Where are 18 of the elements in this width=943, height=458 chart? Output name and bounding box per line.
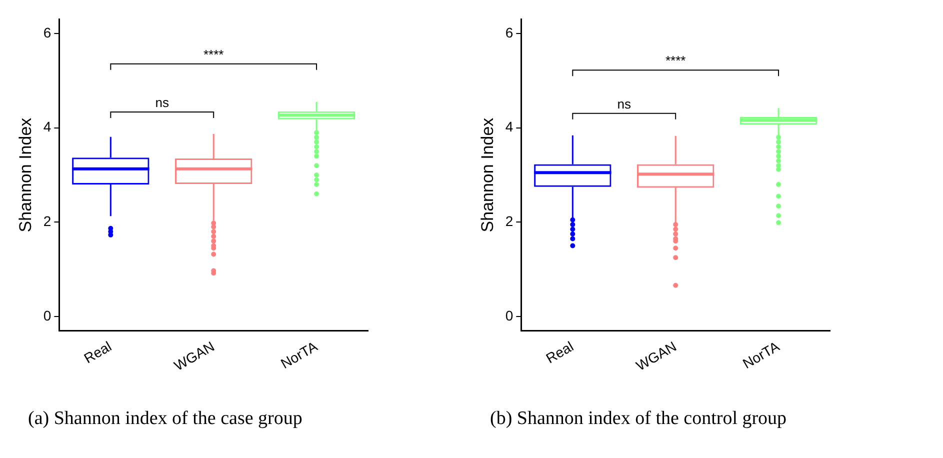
y-tick-label: 0 — [505, 307, 514, 324]
annotation: ns — [617, 96, 632, 112]
y-tick-label: 0 — [43, 307, 52, 324]
text: (b) Shannon index of the control group — [490, 408, 788, 430]
x-tick-label: Real — [81, 338, 114, 366]
y-tick-label: 4 — [43, 118, 52, 135]
y-tick-label: 4 — [505, 118, 514, 135]
y-tick-label: 6 — [43, 24, 52, 40]
y-tick-label: 2 — [43, 213, 52, 230]
y-tick-label: 6 — [505, 24, 514, 40]
x-tick-label: Real — [543, 338, 576, 366]
text: (a) Shannon index of the case group — [28, 408, 304, 430]
y-axis-title: Shannon Index — [478, 117, 497, 232]
y-tick-label: 2 — [505, 213, 514, 230]
annotation: **** — [665, 53, 686, 68]
annotation: ns — [155, 95, 170, 110]
annotation: **** — [203, 47, 224, 62]
y-axis-title: Shannon Index — [16, 117, 35, 232]
